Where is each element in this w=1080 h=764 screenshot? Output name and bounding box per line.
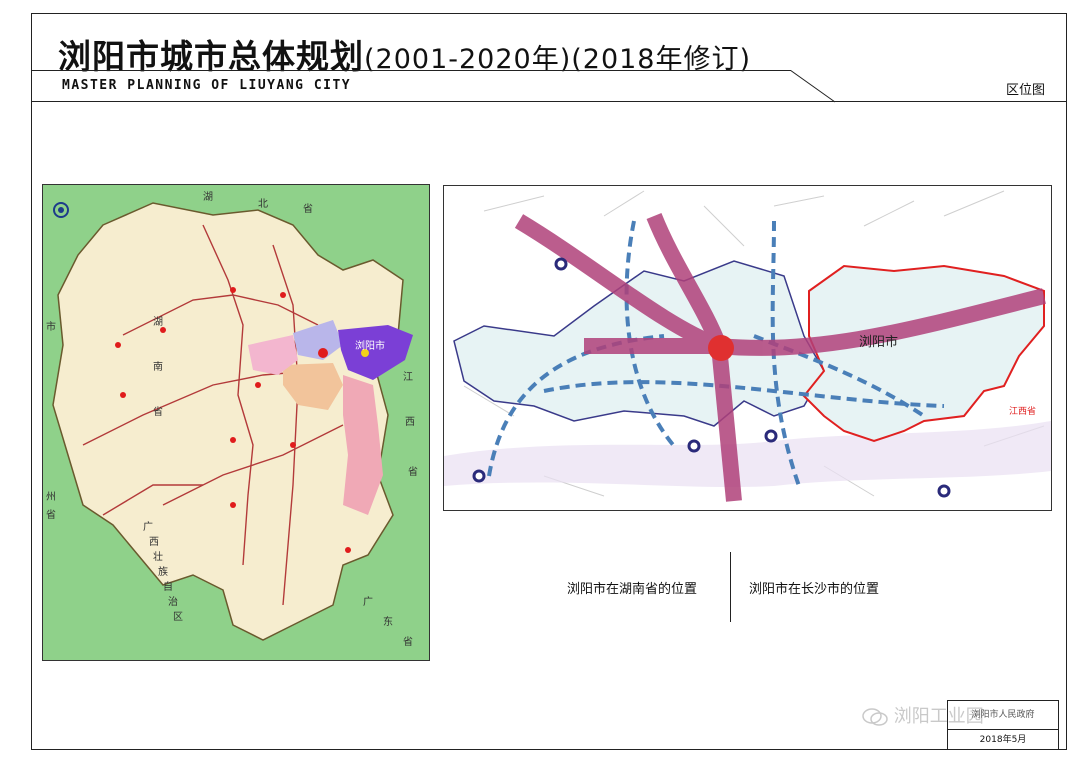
sheet-frame (31, 13, 1067, 750)
city-marker (290, 442, 296, 448)
city-marker (345, 547, 351, 553)
label-guangxi-7: 区 (173, 611, 183, 623)
region-labels: 湖 北 省 江 西 省 广 东 省 广 西 壮 族 自 治 区 州 省 市 湖 … (46, 191, 418, 648)
caption-divider (730, 552, 731, 622)
label-guizhou-2: 省 (46, 508, 56, 521)
title-main: 浏阳市城市总体规划 (58, 37, 364, 76)
label-guangdong-1: 广 (363, 596, 373, 608)
liuyang-region (338, 325, 413, 380)
label-hubei-2: 北 (258, 198, 268, 210)
city-marker (255, 382, 261, 388)
label-hubei-3: 省 (303, 202, 313, 215)
label-jiangxi-3: 省 (408, 465, 418, 478)
hunan-province-shape (52, 202, 404, 641)
compass (53, 202, 69, 218)
page-subtitle: MASTER PLANNING OF LIUYANG CITY (62, 78, 352, 93)
city-markers (115, 287, 351, 553)
hunan-location-map: 湖 北 省 江 西 省 广 东 省 广 西 壮 族 自 治 区 州 省 市 湖 … (43, 185, 429, 660)
city-marker (230, 437, 236, 443)
liuyang-label: 浏阳市 (859, 334, 898, 350)
page-title: 浏阳市城市总体规划(2001-2020年)(2018年修订) (58, 30, 751, 78)
zhuzhou-region (343, 375, 383, 515)
label-guangdong-2: 东 (383, 615, 393, 628)
city-node (472, 469, 486, 483)
label-guangdong-3: 省 (403, 635, 413, 648)
xiangtan-region (283, 363, 343, 410)
label-hunan-3: 省 (153, 405, 163, 418)
regional-corridor (444, 421, 1051, 488)
city-node (554, 257, 568, 271)
title-suffix: (2001-2020年)(2018年修订) (364, 44, 752, 75)
title-block-org: 浏阳市人民政府 (948, 701, 1058, 730)
changsha-map-caption: 浏阳市在长沙市的位置 (749, 582, 880, 597)
label-hubei-1: 湖 (203, 191, 213, 203)
hunan-map-caption: 浏阳市在湖南省的位置 (567, 582, 698, 597)
city-marker (230, 287, 236, 293)
watermark-text: 浏阳工业园 (893, 706, 984, 727)
title-underline (31, 70, 791, 71)
label-guangxi-6: 治 (168, 595, 178, 608)
label-guangxi-4: 族 (158, 565, 168, 578)
city-node (937, 484, 951, 498)
wechat-icon (862, 708, 888, 726)
label-chongqing: 市 (46, 320, 56, 333)
label-guangxi-3: 壮 (153, 551, 163, 563)
city-node (687, 439, 701, 453)
yiyang-region (248, 335, 298, 375)
label-jiangxi-1: 江 (403, 371, 413, 383)
title-corner-line (789, 70, 836, 103)
label-hunan-2: 南 (153, 360, 163, 373)
label-guangxi-2: 西 (149, 537, 159, 548)
title-block: 浏阳市人民政府 2018年5月 (947, 700, 1059, 750)
liuyang-marker (361, 349, 369, 357)
city-marker (160, 327, 166, 333)
liuyang-label: 浏阳市 (355, 339, 385, 352)
city-marker (230, 502, 236, 508)
city-marker (120, 392, 126, 398)
header-rule (31, 101, 1067, 102)
label-hunan-1: 湖 (153, 316, 163, 328)
city-nodes (472, 257, 951, 498)
changsha-region (293, 320, 343, 360)
sheet-name: 区位图 (1006, 83, 1046, 98)
changsha-center-marker (708, 335, 734, 361)
changsha-marker (318, 348, 328, 358)
title-block-date: 2018年5月 (979, 735, 1027, 745)
watermark: 浏阳工业园 (862, 702, 984, 728)
label-guangxi-5: 自 (163, 580, 173, 593)
city-marker (280, 292, 286, 298)
jiangxi-label: 江西省 (1009, 405, 1036, 417)
main-development-corridors (514, 213, 1046, 502)
label-jiangxi-2: 西 (405, 417, 415, 428)
label-guizhou-1: 州 (46, 491, 56, 503)
label-guangxi-1: 广 (143, 521, 153, 533)
city-node (764, 429, 778, 443)
city-marker (115, 342, 121, 348)
changsha-location-map: 浏阳市 江西省 (444, 186, 1051, 510)
